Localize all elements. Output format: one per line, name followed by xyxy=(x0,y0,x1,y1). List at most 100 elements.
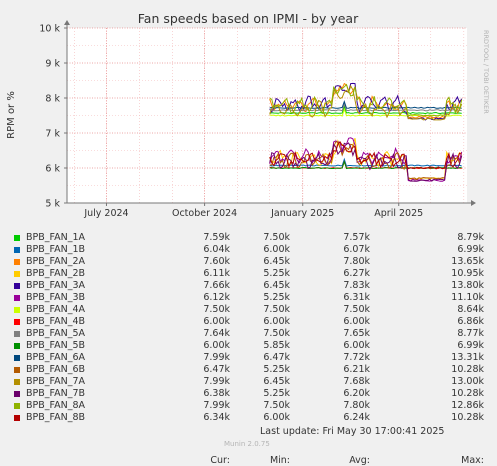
legend-row: BPB_FAN_3A 7.66k 6.45k 7.83k 13.80k xyxy=(0,280,497,292)
legend-min-value: 6.00k xyxy=(263,316,290,327)
legend-cur-value: 7.99k xyxy=(203,376,230,387)
legend-avg-value: 6.00k xyxy=(343,340,370,351)
legend-cur-value: 7.99k xyxy=(203,400,230,411)
chart-title: Fan speeds based on IPMI - by year xyxy=(138,11,359,26)
legend-row: BPB_FAN_7B 6.38k 5.25k 6.20k 10.28k xyxy=(0,388,497,400)
legend-swatch xyxy=(14,283,20,289)
legend-swatch xyxy=(14,271,20,277)
legend-row: BPB_FAN_4A 7.50k 7.50k 7.50k 8.64k xyxy=(0,304,497,316)
legend-swatch xyxy=(14,343,20,349)
legend-series-name: BPB_FAN_5B xyxy=(26,340,86,351)
legend-min-value: 6.45k xyxy=(263,256,290,267)
legend-min-value: 7.50k xyxy=(263,304,290,315)
legend-avg-value: 6.21k xyxy=(343,364,370,375)
legend-cur-value: 6.47k xyxy=(203,364,230,375)
x-tick-label: April 2025 xyxy=(374,208,423,219)
series-line-bpb-fan-8a xyxy=(269,83,463,118)
legend-cur-value: 7.50k xyxy=(203,304,230,315)
legend-row: BPB_FAN_8B 6.34k 6.00k 6.24k 10.28k xyxy=(0,412,497,424)
legend-avg-value: 6.31k xyxy=(343,292,370,303)
legend-cur-value: 6.00k xyxy=(203,340,230,351)
legend-row: BPB_FAN_6A 7.99k 6.47k 7.72k 13.31k xyxy=(0,352,497,364)
x-tick-label: January 2025 xyxy=(270,208,334,219)
legend-avg-value: 7.68k xyxy=(343,376,370,387)
legend-row: BPB_FAN_2A 7.60k 6.45k 7.80k 13.65k xyxy=(0,256,497,268)
legend-swatch xyxy=(14,367,20,373)
axes xyxy=(64,20,476,206)
x-axis-arrow xyxy=(471,200,476,206)
legend-row: BPB_FAN_6B 6.47k 5.25k 6.21k 10.28k xyxy=(0,364,497,376)
legend-max-value: 10.28k xyxy=(451,388,484,399)
legend-row: BPB_FAN_5A 7.64k 7.50k 7.65k 8.77k xyxy=(0,328,497,340)
legend-max-value: 13.00k xyxy=(451,376,484,387)
legend-swatch xyxy=(14,235,20,241)
legend-row: BPB_FAN_2B 6.11k 5.25k 6.27k 10.95k xyxy=(0,268,497,280)
legend-series-name: BPB_FAN_3A xyxy=(26,280,86,291)
legend-min-value: 5.25k xyxy=(263,388,290,399)
legend-avg-value: 7.83k xyxy=(343,280,370,291)
legend-min-value: 7.50k xyxy=(263,328,290,339)
legend-cur-value: 6.04k xyxy=(203,244,230,255)
legend-min-value: 5.25k xyxy=(263,364,290,375)
legend-series-name: BPB_FAN_3B xyxy=(26,292,86,303)
series-line-bpb-fan-1a xyxy=(269,105,462,115)
legend-cur-value: 7.99k xyxy=(203,352,230,363)
y-tick-label: 8 k xyxy=(45,94,60,105)
legend-cur-value: 6.34k xyxy=(203,412,230,423)
chart: 5 k 6 k 7 k 8 k 9 k 10 k July 2024 October 2024… xyxy=(6,11,490,219)
legend-series-name: BPB_FAN_4B xyxy=(26,316,86,327)
legend-cur-value: 7.59k xyxy=(203,232,230,243)
legend-cur-value: 7.66k xyxy=(203,280,230,291)
legend-series-name: BPB_FAN_6A xyxy=(26,352,86,363)
legend-max-value: 12.86k xyxy=(451,400,484,411)
series-line-bpb-fan-8b xyxy=(269,141,462,170)
legend-min-value: 6.45k xyxy=(263,376,290,387)
legend-series-name: BPB_FAN_1B xyxy=(26,244,86,255)
legend-swatch xyxy=(14,259,20,265)
legend-max-value: 6.99k xyxy=(457,244,484,255)
legend-avg-value: 7.57k xyxy=(343,232,370,243)
legend-max-value: 10.95k xyxy=(451,268,484,279)
series-line-bpb-fan-3b xyxy=(269,137,463,182)
legend-max-value: 13.31k xyxy=(451,352,484,363)
legend-swatch xyxy=(14,355,20,361)
x-tick-label: July 2024 xyxy=(83,208,128,219)
legend-min-value: 6.00k xyxy=(263,412,290,423)
legend-max-value: 10.28k xyxy=(451,412,484,423)
y-tick-label: 6 k xyxy=(45,164,60,175)
legend-cur-value: 6.00k xyxy=(203,316,230,327)
y-tick-label: 7 k xyxy=(45,129,60,140)
legend-row: BPB_FAN_7A 7.99k 6.45k 7.68k 13.00k xyxy=(0,376,497,388)
legend-cur-value: 6.12k xyxy=(203,292,230,303)
legend-avg-value: 6.07k xyxy=(343,244,370,255)
legend-min-value: 5.25k xyxy=(263,268,290,279)
legend-cur-value: 7.64k xyxy=(203,328,230,339)
series-line-bpb-fan-7a xyxy=(269,84,463,121)
legend-min-value: 5.25k xyxy=(263,292,290,303)
legend-min-value: 7.50k xyxy=(263,232,290,243)
legend-max-value: 13.65k xyxy=(451,256,484,267)
legend-series-name: BPB_FAN_8A xyxy=(26,400,86,411)
y-tick-label: 10 k xyxy=(39,24,60,35)
legend-cur-value: 6.11k xyxy=(203,268,230,279)
legend-avg-value: 7.80k xyxy=(343,256,370,267)
legend-avg-value: 6.24k xyxy=(343,412,370,423)
legend-max-value: 6.86k xyxy=(457,316,484,327)
series-line-bpb-fan-5a xyxy=(269,102,462,112)
x-tick-label: October 2024 xyxy=(172,208,237,219)
legend-min-value: 7.50k xyxy=(263,400,290,411)
legend-series-name: BPB_FAN_6B xyxy=(26,364,86,375)
legend-row: BPB_FAN_1B 6.04k 6.00k 6.07k 6.99k xyxy=(0,244,497,256)
legend-min-value: 6.47k xyxy=(263,352,290,363)
series-lines xyxy=(269,82,463,182)
munin-version: Munin 2.0.75 xyxy=(224,440,270,448)
legend-swatch xyxy=(14,307,20,313)
y-axis-label: RPM or % xyxy=(6,91,17,139)
legend-swatch xyxy=(14,295,20,301)
series-line-bpb-fan-1b xyxy=(269,157,462,167)
legend-swatch xyxy=(14,391,20,397)
header-min: Min: xyxy=(269,455,290,466)
legend-max-value: 8.64k xyxy=(457,304,484,315)
header-max: Max: xyxy=(461,455,484,466)
legend-series-name: BPB_FAN_2A xyxy=(26,256,86,267)
